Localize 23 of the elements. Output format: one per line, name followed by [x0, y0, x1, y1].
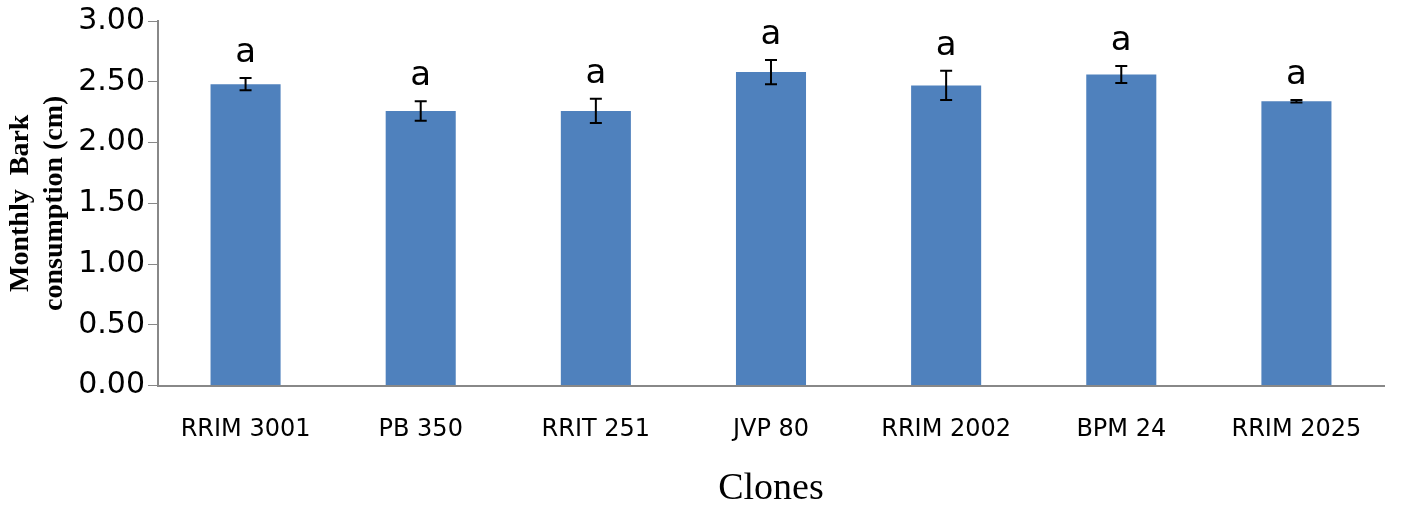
x-tick-label: RRIM 3001 — [180, 414, 311, 443]
annotation: a — [235, 29, 256, 70]
y-tick-label: 3.00 — [78, 0, 145, 36]
x-tick-label: PB 350 — [378, 414, 463, 443]
y-tick-label: 2.00 — [78, 122, 145, 158]
y-tick-label: 0.00 — [78, 365, 145, 401]
x-tick-label: JVP 80 — [730, 414, 810, 443]
annotation: a — [410, 53, 432, 94]
annotation: a — [585, 50, 607, 91]
annotation: a — [935, 22, 957, 63]
x-tick-label: RRIT 251 — [541, 414, 651, 443]
annotation: a — [1286, 51, 1307, 92]
y-tick-label: 1.50 — [78, 183, 145, 219]
y-tick-label: 2.50 — [78, 61, 145, 97]
annotation: a — [760, 11, 782, 52]
y-axis-title: Monthly Bark consumption (cm) — [3, 95, 68, 312]
y-tick-label: 1.00 — [78, 243, 145, 279]
annotation: a — [1110, 17, 1132, 58]
x-tick-label: BPM 24 — [1076, 414, 1167, 443]
y-tick-label: 0.50 — [78, 304, 145, 340]
x-axis-title: Clones — [718, 465, 824, 508]
x-tick-label: RRIM 2002 — [881, 414, 1012, 443]
x-tick-label: RRIM 2025 — [1231, 414, 1362, 443]
